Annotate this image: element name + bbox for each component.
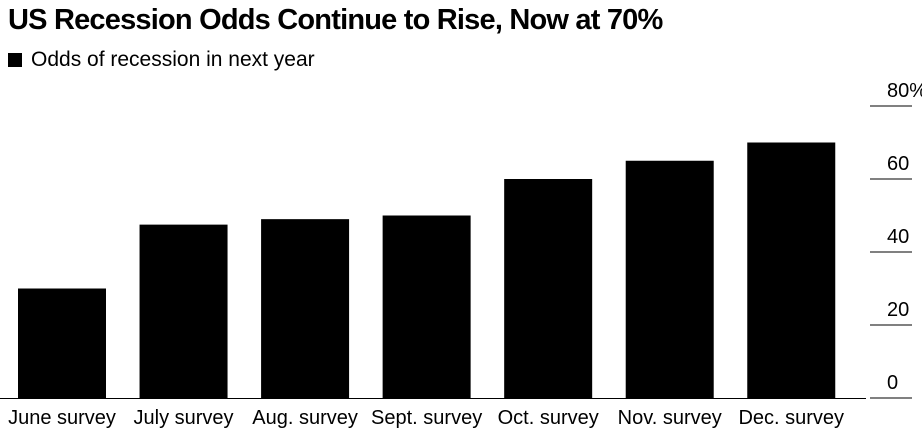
bar-oct-survey <box>504 179 593 398</box>
x-tick-label: Oct. survey <box>498 407 599 429</box>
x-tick-label: Sept. survey <box>371 407 482 429</box>
x-tick-label: Nov. survey <box>618 407 722 429</box>
legend-label: Odds of recession in next year <box>31 48 315 71</box>
y-tick-label: 20 <box>887 299 909 321</box>
legend-swatch <box>8 53 22 67</box>
y-tick-label: 40 <box>887 226 909 248</box>
bar-sept-survey <box>382 215 471 398</box>
x-tick-label: June survey <box>8 407 116 429</box>
y-tick-label: 80% <box>887 80 922 102</box>
chart-title: US Recession Odds Continue to Rise, Now … <box>8 4 663 36</box>
bar-aug-survey <box>261 219 350 398</box>
y-tick-label: 60 <box>887 153 909 175</box>
bar-june-survey <box>18 288 106 398</box>
x-tick-label: July survey <box>134 407 234 429</box>
y-tick-label: 0 <box>887 372 898 394</box>
x-tick-label: Dec. survey <box>738 407 844 429</box>
bar-july-survey <box>139 224 228 398</box>
bar-nov-survey <box>625 160 714 398</box>
x-tick-label: Aug. survey <box>252 407 358 429</box>
bar-dec-survey <box>747 142 836 398</box>
legend: Odds of recession in next year <box>8 48 315 72</box>
